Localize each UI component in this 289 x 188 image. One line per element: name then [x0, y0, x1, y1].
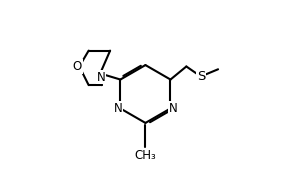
Text: S: S — [197, 70, 205, 83]
Text: CH₃: CH₃ — [135, 149, 156, 162]
Text: N: N — [97, 71, 105, 84]
Text: N: N — [168, 102, 177, 115]
Text: O: O — [73, 60, 82, 73]
Text: N: N — [114, 102, 122, 115]
